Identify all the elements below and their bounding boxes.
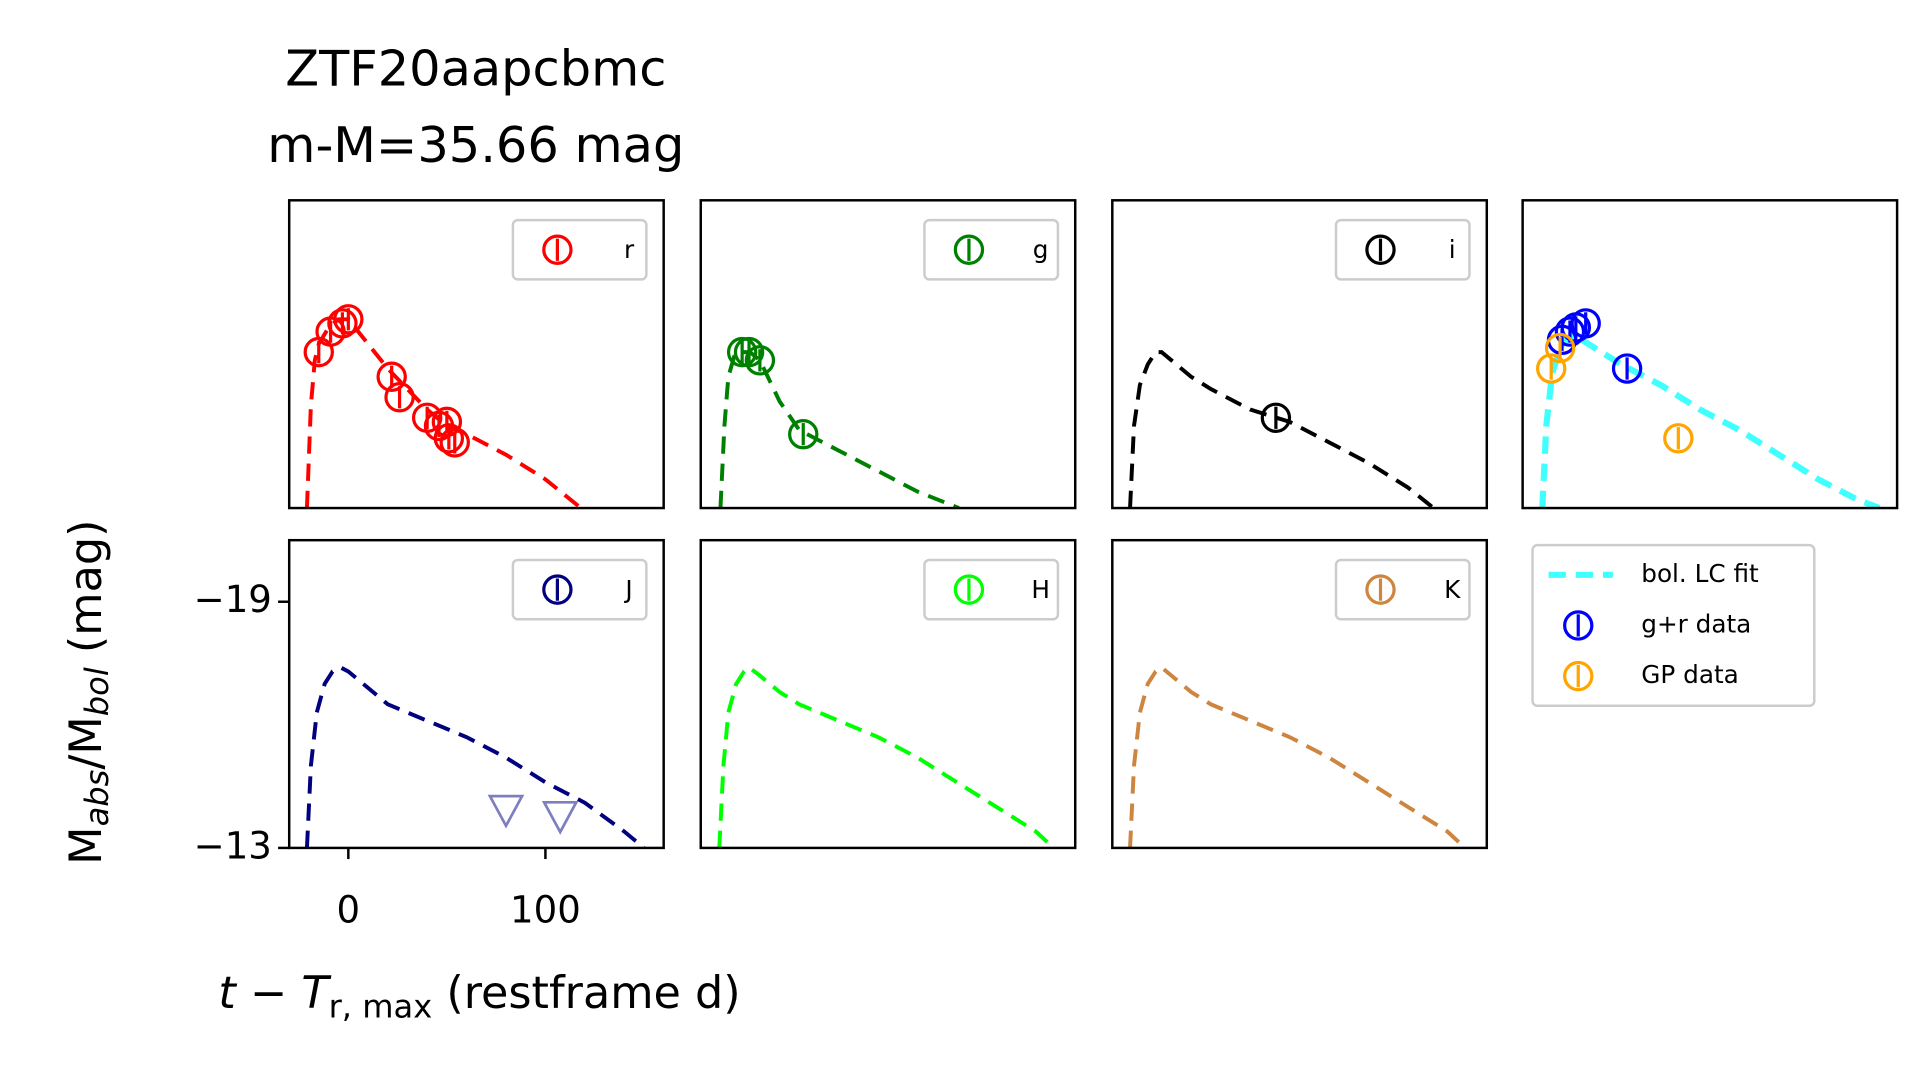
panel-frame [699, 199, 1077, 510]
data-point [1563, 660, 1594, 692]
data-point [1260, 402, 1292, 433]
panel [1128, 664, 1467, 848]
panel [303, 304, 583, 509]
y-tick-label: −19 [194, 578, 272, 621]
x-tick-label: 0 [337, 889, 361, 932]
y-axis-label: Mabs/Mbol (mag) [61, 520, 116, 865]
data-point [953, 574, 985, 605]
label-part: /M [61, 716, 112, 769]
label-part: (mag) [61, 520, 112, 668]
legend-box [511, 558, 648, 621]
data-point [953, 234, 985, 265]
y-tick-label: −13 [194, 824, 272, 867]
data-point [1570, 308, 1601, 339]
panel [717, 664, 1055, 848]
legend-box [923, 218, 1060, 281]
label-part: t − T [218, 968, 332, 1019]
data-point [542, 574, 573, 605]
model-curve [1539, 332, 1881, 509]
label-subscript: r, max [329, 988, 433, 1026]
legend-label: GP data [1641, 660, 1739, 689]
legend-label: r [624, 235, 635, 264]
chart-title: ZTF20aapcbmc [285, 39, 666, 97]
panel [1128, 350, 1435, 509]
chart-subtitle: m-M=35.66 mag [267, 116, 684, 174]
upper-limit [541, 800, 579, 835]
data-point [384, 382, 415, 413]
model-curve [304, 665, 646, 848]
model-curve [1128, 350, 1435, 509]
label-part: M [61, 826, 112, 864]
panel [718, 336, 960, 509]
panel-frame [699, 538, 1077, 850]
legend-box [1334, 218, 1471, 281]
data-point [726, 336, 758, 368]
legend-label: K [1444, 575, 1461, 604]
x-tick-label: 100 [510, 889, 581, 932]
panel-frame [287, 538, 665, 850]
legend-box [1531, 543, 1816, 708]
data-point [1536, 353, 1567, 384]
upper-limit [487, 794, 525, 829]
legend-label: H [1031, 575, 1050, 604]
data-point [327, 308, 358, 339]
model-curve [1128, 664, 1467, 848]
label-subscript: bol [78, 667, 116, 716]
model-curve [717, 664, 1055, 848]
legend-label: bol. LC fit [1641, 559, 1759, 588]
data-point [439, 427, 470, 458]
label-part: (restframe d) [432, 968, 740, 1019]
panel-frame [1521, 199, 1899, 510]
panel [1536, 308, 1881, 509]
legend-label: i [1449, 235, 1456, 264]
data-point [1611, 353, 1643, 384]
model-curve [718, 350, 960, 509]
label-subscript: abs [78, 769, 116, 826]
legend-box [923, 558, 1060, 621]
panel-frame [1111, 538, 1489, 850]
data-point [1365, 574, 1396, 605]
data-point [433, 423, 465, 454]
data-point [744, 345, 776, 376]
data-point [788, 418, 819, 450]
model-curve [304, 317, 583, 509]
data-point [1663, 423, 1694, 454]
data-point [431, 406, 463, 438]
panel-frame [287, 199, 665, 510]
data-point [1554, 316, 1586, 347]
legend-box [1334, 558, 1471, 621]
x-axis-label: t − Tr, max (restframe d) [218, 968, 740, 1025]
panel-frame [1111, 199, 1489, 510]
legend-label: g [1033, 235, 1049, 264]
data-point [1563, 610, 1594, 641]
legend-label: J [623, 575, 632, 604]
data-point [1544, 332, 1576, 364]
data-point [376, 361, 407, 392]
panel [304, 665, 646, 848]
legend-box [511, 218, 648, 281]
data-point [333, 304, 364, 335]
data-point [1365, 234, 1396, 265]
data-point [542, 234, 573, 265]
legend-label: g+r data [1641, 609, 1751, 638]
